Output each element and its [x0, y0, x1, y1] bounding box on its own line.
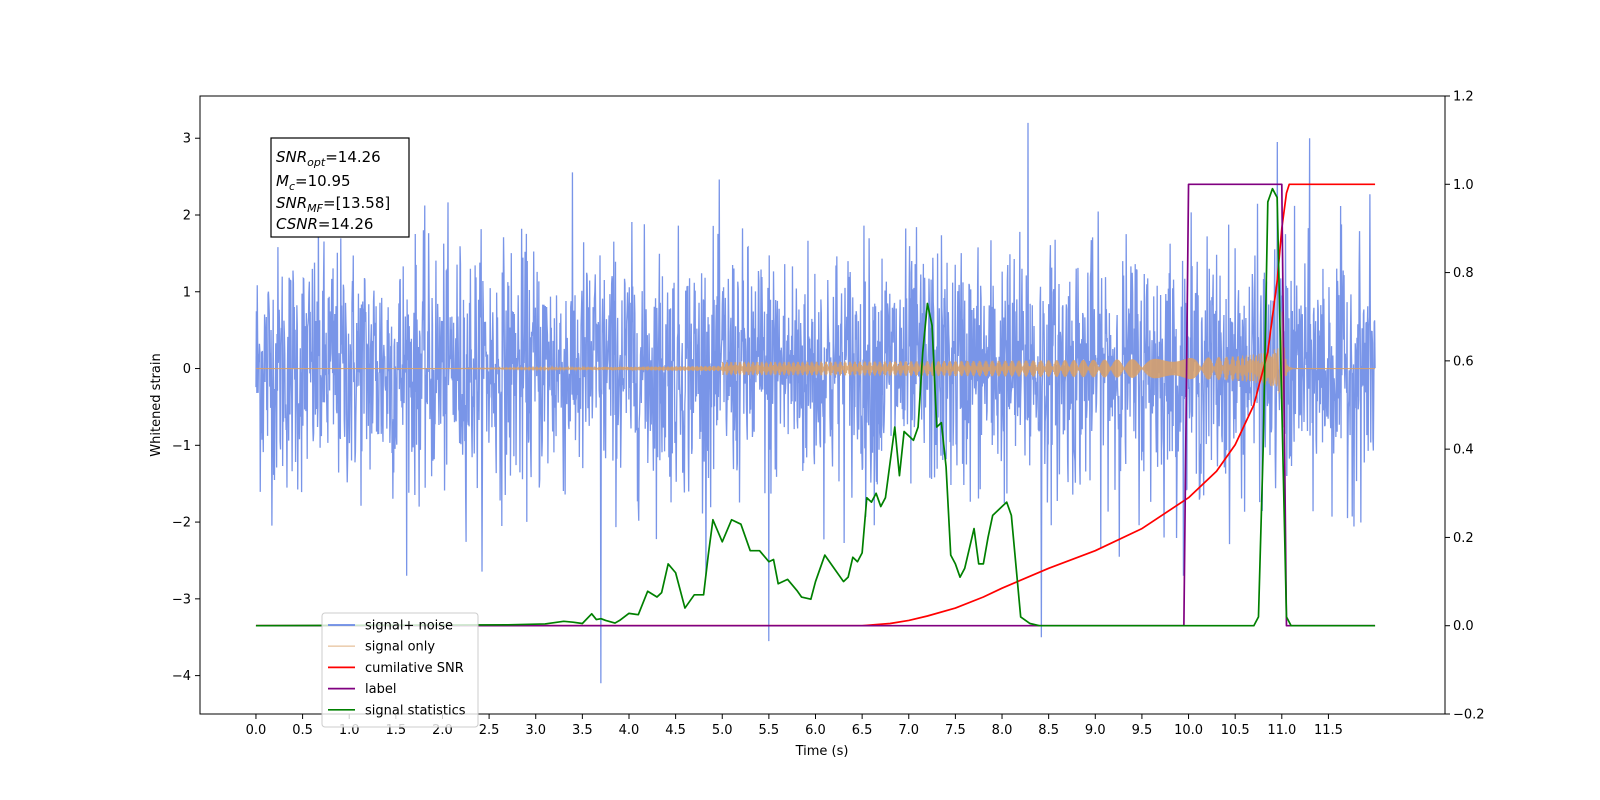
- series-signal-only-line: [255, 311, 1376, 428]
- y-right-tick-label: 0.8: [1453, 266, 1474, 281]
- y-right-tick-label: 0.0: [1453, 619, 1474, 634]
- y-axis-label: Whitened strain: [149, 353, 164, 456]
- legend-label-signal-statistics: signal statistics: [365, 703, 466, 718]
- x-tick-label: 6.0: [805, 723, 826, 738]
- x-tick-label: 5.5: [759, 723, 780, 738]
- legend-label-label: label: [365, 682, 396, 697]
- y-right-tick-label: 0.2: [1453, 531, 1474, 546]
- x-tick-label: 10.0: [1174, 723, 1203, 738]
- annotation-symbol: CSNR: [276, 215, 318, 233]
- annotation-box: SNRopt=14.26 Mc=10.95 SNRMF=[13.58] CSNR…: [270, 137, 410, 238]
- annotation-subscript: opt: [307, 156, 326, 169]
- y-tick-label: −2: [172, 516, 191, 531]
- y-tick-label: 3: [183, 132, 191, 147]
- y-right-tick-label: 0.6: [1453, 354, 1474, 369]
- y-tick-label: −1: [172, 439, 191, 454]
- x-tick-label: 0.0: [246, 723, 267, 738]
- legend-label-cumulative-snr: cumilative SNR: [365, 661, 464, 676]
- series-signal-noise-line: [255, 122, 1376, 684]
- y-tick-label: −4: [172, 669, 191, 684]
- x-tick-label: 11.0: [1267, 723, 1296, 738]
- legend-label-signal-noise: signal+ noise: [365, 619, 453, 634]
- annotation-value: =14.26: [325, 148, 381, 166]
- annotation-subscript: MF: [307, 202, 323, 215]
- legend-frame: [321, 612, 479, 728]
- plot-area: [255, 122, 1376, 684]
- x-tick-label: 8.0: [992, 723, 1013, 738]
- annotation-value: =10.95: [295, 172, 351, 190]
- annotation-line-snr-opt: SNRopt=14.26: [276, 148, 381, 169]
- y-right-tick-label: 0.4: [1453, 443, 1474, 458]
- y-right-tick-label: 1.0: [1453, 178, 1474, 193]
- x-tick-label: 11.5: [1314, 723, 1343, 738]
- x-tick-label: 9.0: [1085, 723, 1106, 738]
- x-tick-label: 7.0: [898, 723, 919, 738]
- x-tick-label: 3.5: [572, 723, 593, 738]
- x-tick-label: 5.0: [712, 723, 733, 738]
- y-tick-label: −3: [172, 592, 191, 607]
- annotation-frame: [270, 137, 410, 238]
- annotation-symbol: M: [276, 172, 289, 190]
- x-tick-label: 8.5: [1038, 723, 1059, 738]
- y-tick-label: 0: [183, 362, 191, 377]
- x-tick-label: 4.5: [665, 723, 686, 738]
- y-tick-label: 2: [183, 208, 191, 223]
- annotation-line-snr-mf: SNRMF=[13.58]: [276, 194, 390, 215]
- annotation-symbol: SNR: [276, 148, 307, 166]
- annotation-value: =14.26: [318, 215, 374, 233]
- annotation-subscript: c: [289, 180, 295, 193]
- x-tick-label: 6.5: [852, 723, 873, 738]
- y-tick-label: 1: [183, 285, 191, 300]
- x-tick-label: 2.5: [479, 723, 500, 738]
- x-axis-label: Time (s): [795, 744, 849, 759]
- x-tick-label: 7.5: [945, 723, 966, 738]
- axes-frame: [199, 95, 1446, 715]
- series-signal-statistics-line: [255, 187, 1376, 627]
- series-cumulative-snr-line: [255, 183, 1376, 627]
- annotation-line-mc: Mc=10.95: [276, 172, 351, 193]
- annotation-line-csnr: CSNR=14.26: [276, 215, 373, 233]
- annotation-value: =[13.58]: [323, 194, 390, 212]
- y-right-tick-label: 1.2: [1453, 90, 1474, 105]
- annotation-symbol: SNR: [276, 194, 307, 212]
- y-right-tick-label: −0.2: [1453, 708, 1485, 723]
- legend: signal+ noise signal only cumilative SNR la…: [321, 612, 479, 728]
- x-tick-label: 3.0: [525, 723, 546, 738]
- x-tick-label: 9.5: [1132, 723, 1153, 738]
- legend-label-signal-only: signal only: [365, 640, 435, 655]
- x-tick-label: 10.5: [1221, 723, 1250, 738]
- x-tick-label: 4.0: [619, 723, 640, 738]
- x-tick-label: 0.5: [292, 723, 313, 738]
